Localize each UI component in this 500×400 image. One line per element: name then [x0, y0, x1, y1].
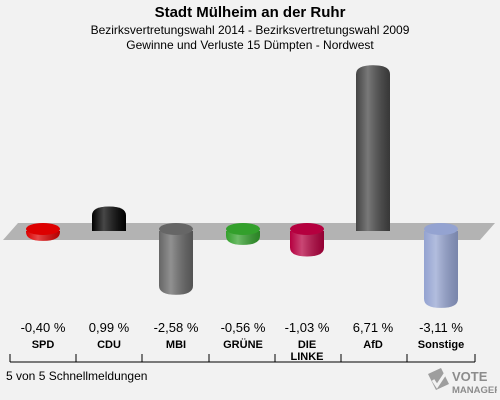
category-label: MBI: [166, 339, 186, 351]
bar-grüne: [226, 223, 260, 245]
bar-cdu: [92, 206, 126, 231]
value-label: -3,11 %: [419, 320, 463, 335]
value-label: -2,58 %: [154, 320, 199, 335]
chart-subtitle: Bezirksvertretungswahl 2014 - Bezirksver…: [90, 23, 410, 37]
category-label: SPD: [32, 339, 55, 351]
category-label: LINKE: [291, 351, 324, 363]
logo-word-manager: MANAGER: [452, 385, 497, 396]
footnote: 5 von 5 Schnellmeldungen: [6, 369, 148, 383]
value-label: -0,40 %: [21, 320, 66, 335]
value-label: 6,71 %: [353, 320, 394, 335]
bar-mbi: [159, 223, 193, 295]
vote-manager-logo: VOTE MANAGER: [428, 368, 497, 396]
logo-word-vote: VOTE: [452, 369, 488, 384]
value-label: 0,99 %: [89, 320, 130, 335]
bar-die-linke: [290, 223, 324, 257]
value-label: -1,03 %: [285, 320, 330, 335]
value-label: -0,56 %: [221, 320, 266, 335]
ballot-check-icon: [428, 368, 449, 390]
category-label: Sonstige: [418, 339, 464, 351]
bar-spd: [26, 223, 60, 241]
category-label: AfD: [363, 339, 383, 351]
bar-afd: [356, 65, 390, 231]
category-label: CDU: [97, 339, 121, 351]
category-label: GRÜNE: [223, 338, 263, 351]
bar-sonstige: [424, 223, 458, 308]
chart-subtitle-2: Gewinne und Verluste 15 Dümpten - Nordwe…: [126, 38, 374, 52]
chart-title: Stadt Mülheim an der Ruhr: [154, 4, 346, 21]
category-label: DIE: [298, 339, 316, 351]
